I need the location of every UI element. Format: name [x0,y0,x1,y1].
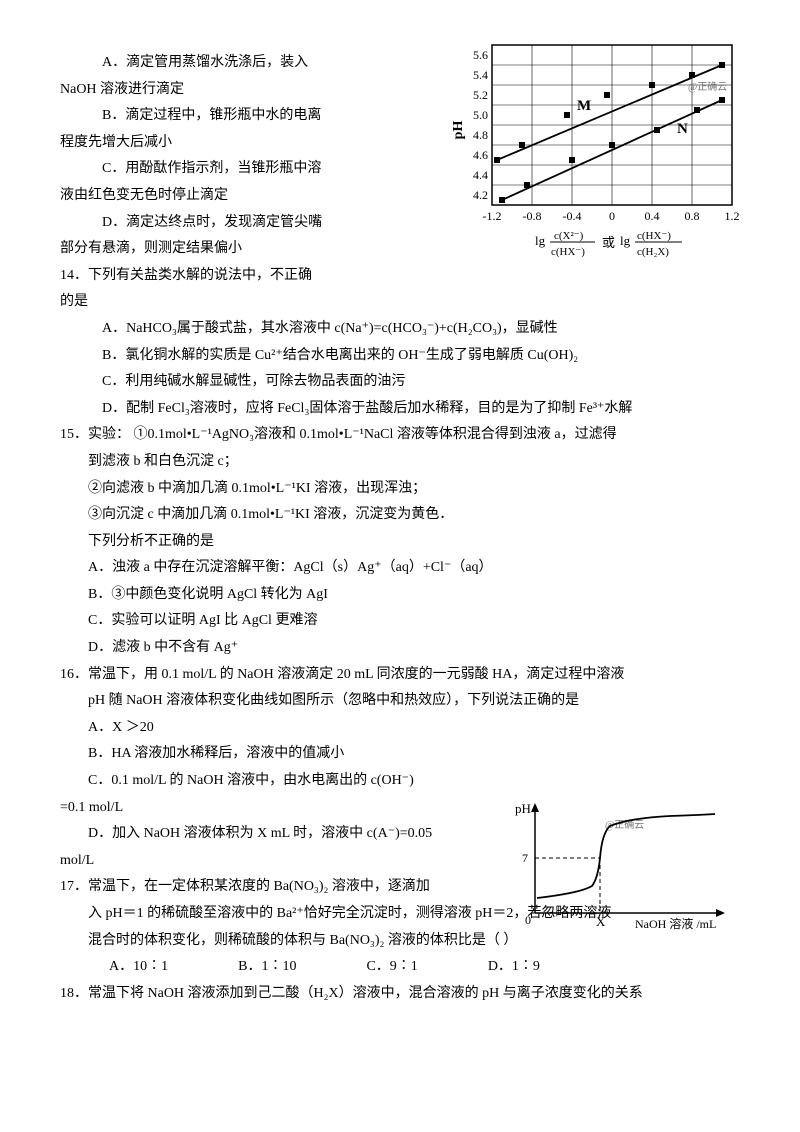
ytick: 5.6 [473,48,488,62]
q15-option-d: D．滤液 b 中不含有 Ag⁺ [60,635,740,662]
q17-stem: 常温下，在一定体积某浓度的 Ba(NO₃)₂ 溶液中，逐滴加 [88,879,430,894]
q16-stem: 常温下，用 0.1 mol/L 的 NaOH 溶液滴定 20 mL 同浓度的一元… [88,667,624,682]
xlabel-connector: 或 [602,235,615,250]
xtick: 0.4 [645,209,660,223]
q13-option-d: D．滴定达终点时，发现滴定管尖嘴 [60,210,420,237]
xtick: 0 [609,209,615,223]
line-chart-ph-titration: pH @正确云 7 0 X NaOH 溶液 /mL [510,798,740,938]
q15-line3: ③向沉淀 c 中滴加几滴 0.1mol•L⁻¹KI 溶液，沉淀变为黄色． [60,502,740,529]
xtick: -0.8 [523,209,542,223]
q17-number: 17． [60,879,88,894]
page-content: 5.6 5.4 5.2 5.0 4.8 4.6 4.4 4.2 -1.2 -0.… [60,50,740,1007]
q15-line4: 下列分析不正确的是 [60,529,740,556]
y-axis-label: pH [451,121,466,140]
ytick: 4.6 [473,148,488,162]
xlabel-den1: c(HX⁻) [551,246,585,258]
chart2-ylabel: pH [515,801,531,816]
q17-options: A．10∶1 B．1∶10 C．9∶1 D．1∶9 [60,954,740,981]
ytick: 4.2 [473,188,488,202]
q17-option-b: B．1∶10 [238,954,296,981]
q16-stem-cont: pH 随 NaOH 溶液体积变化曲线如图所示（忽略中和热效应），下列说法正确的是 [60,688,740,715]
xtick: -1.2 [483,209,502,223]
q14-option-b: B．氯化铜水解的实质是 Cu²⁺结合水电离出来的 OH⁻生成了弱电解质 Cu(O… [60,343,740,370]
q14-stem: 下列有关盐类水解的说法中，不正确 [88,268,312,283]
q16-option-c: C．0.1 mol/L 的 NaOH 溶液中，由水电离出的 c(OH⁻) [60,768,740,795]
xtick: -0.4 [563,209,582,223]
q16-number: 16． [60,667,88,682]
q18-stem: 常温下将 NaOH 溶液添加到己二酸（H₂X）溶液中，混合溶液的 pH 与离子浓… [88,986,643,1001]
chart2-xmarker: X [596,914,606,929]
q15-stem: 实验： ①0.1mol•L⁻¹AgNO₃溶液和 0.1mol•L⁻¹NaCl 溶… [88,427,617,442]
chart2-y7: 7 [522,851,528,865]
xtick: 0.8 [685,209,700,223]
xlabel-num1: c(X²⁻) [554,230,584,242]
q16-option-b: B．HA 溶液加水稀释后，溶液中的值减小 [60,741,740,768]
ytick: 5.2 [473,88,488,102]
chart2-watermark: @正确云 [605,818,644,831]
q14-option-c: C．利用纯碱水解显碱性，可除去物品表面的油污 [60,369,740,396]
xlabel-lg2: lg [620,233,631,248]
ytick: 4.4 [473,168,488,182]
ytick: 5.0 [473,108,488,122]
series-label-m: M [577,98,591,114]
q14-number: 14． [60,268,88,283]
xlabel-den2: c(H₂X) [637,246,669,258]
series-label-n: N [677,121,688,137]
ytick: 4.8 [473,128,488,142]
xlabel-num2: c(HX⁻) [637,230,671,242]
chart2-xlabel: NaOH 溶液 /mL [635,916,716,931]
xlabel-lg1: lg [535,233,546,248]
q16-option-a: A．X ＞20 [60,715,740,742]
q14-option-d: D．配制 FeCl₃溶液时，应将 FeCl₃固体溶于盐酸后加水稀释，目的是为了抑… [60,396,740,423]
xtick: 1.2 [725,209,740,223]
q15-option-b: B．③中颜色变化说明 AgCl 转化为 AgI [60,582,740,609]
q15-number: 15． [60,427,88,442]
q17-option-c: C．9∶1 [366,954,417,981]
q14-option-a: A．NaHCO₃属于酸式盐，其水溶液中 c(Na⁺)=c(HCO₃⁻)+c(H₂… [60,316,740,343]
q17-option-d: D．1∶9 [488,954,540,981]
q18-number: 18． [60,986,88,1001]
q16-option-d: D．加入 NaOH 溶液体积为 X mL 时，溶液中 c(A⁻)=0.05 [60,821,508,848]
q13-option-a: A．滴定管用蒸馏水洗涤后，装入 [60,50,420,77]
q13-option-b: B．滴定过程中，锥形瓶中水的电离 [60,103,420,130]
watermark: @正确云 [688,80,727,93]
q15-stem-cont: 到滤液 b 和白色沉淀 c； [60,449,740,476]
scatter-chart-ph-vs-log: 5.6 5.4 5.2 5.0 4.8 4.6 4.4 4.2 -1.2 -0.… [450,35,750,275]
q14-stem-cont: 的是 [60,289,420,316]
q13-option-c: C．用酚酞作指示剂，当锥形瓶中溶 [60,156,420,183]
q13-option-b-cont: 程度先增大后减小 [60,130,420,157]
q13-option-c-cont: 液由红色变无色时停止滴定 [60,183,420,210]
q17-option-a: A．10∶1 [109,954,168,981]
ytick: 5.4 [473,68,488,82]
q15-option-c: C．实验可以证明 AgI 比 AgCl 更难溶 [60,608,740,635]
q15-option-a: A．浊液 a 中存在沉淀溶解平衡：AgCl（s）Ag⁺（aq）+Cl⁻（aq） [60,555,740,582]
chart2-origin: 0 [525,913,531,927]
q13-option-a-cont: NaOH 溶液进行滴定 [60,77,420,104]
q15-line2: ②向滤液 b 中滴加几滴 0.1mol•L⁻¹KI 溶液，出现浑浊； [60,476,740,503]
q13-option-d-cont: 部分有悬滴，则测定结果偏小 [60,236,420,263]
